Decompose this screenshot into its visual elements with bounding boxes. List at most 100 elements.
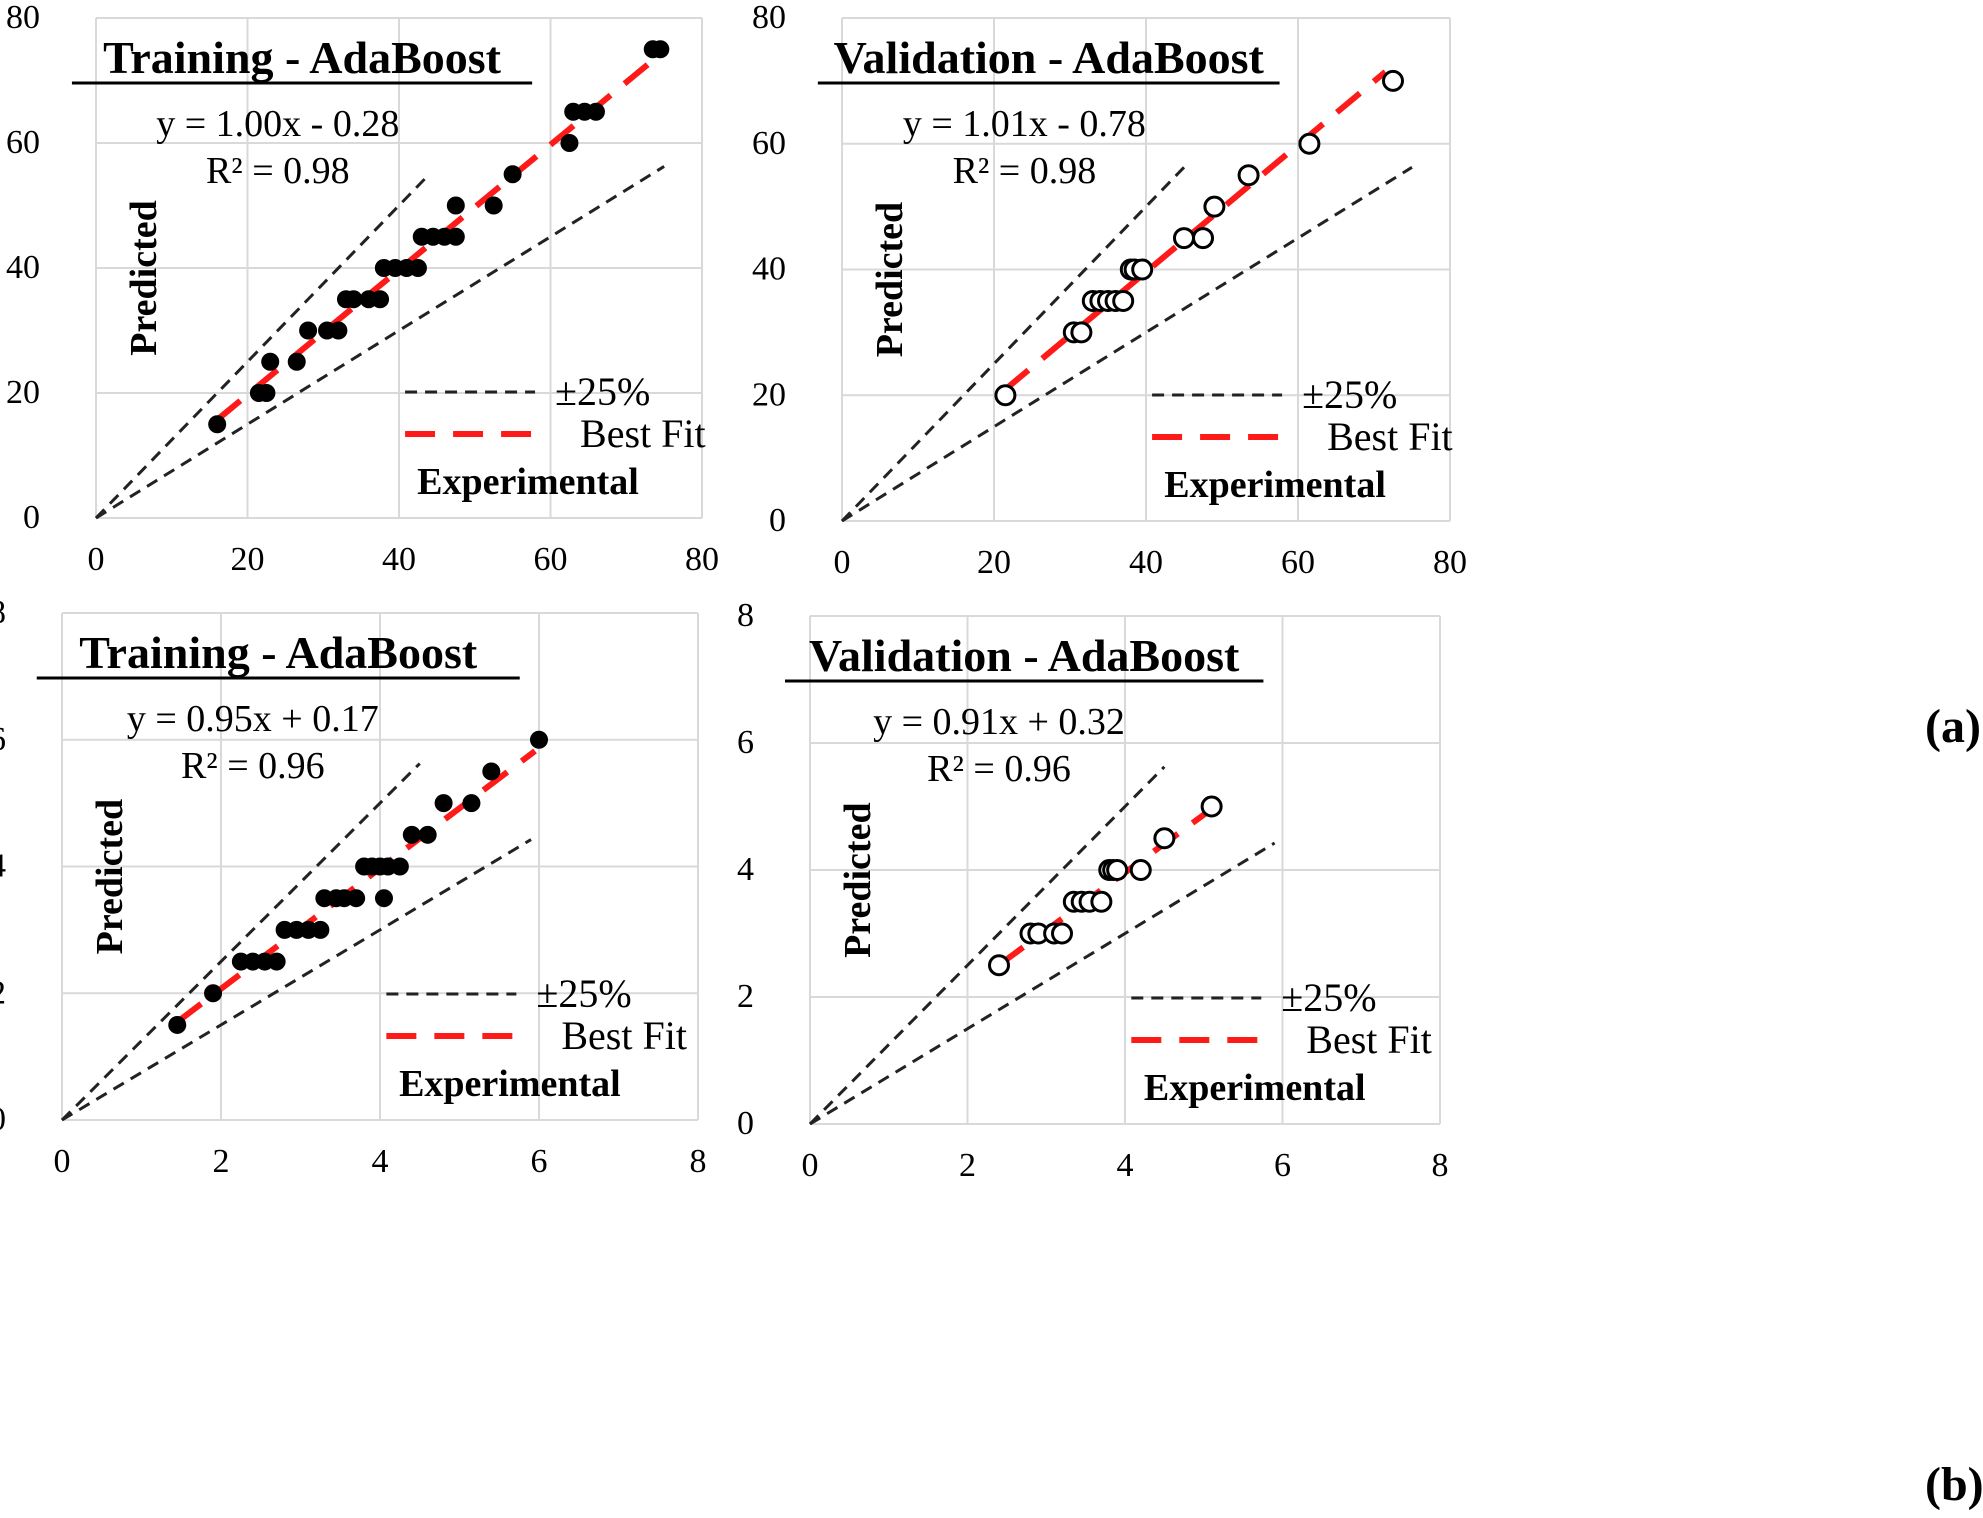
- fit-equation: y = 1.00x - 0.28: [156, 103, 399, 145]
- data-point: [988, 954, 1010, 977]
- x-tick-label: 0: [54, 1143, 71, 1180]
- r-squared: R² = 0.98: [953, 150, 1097, 192]
- data-point: [299, 321, 318, 340]
- fit-equation: y = 0.91x + 0.32: [873, 701, 1125, 743]
- y-tick-label: 60: [6, 124, 40, 161]
- x-tick-label: 2: [959, 1147, 976, 1184]
- x-axis-label: Experimental: [1144, 1067, 1366, 1109]
- x-tick-label: 4: [372, 1143, 389, 1180]
- x-tick-label: 80: [1433, 544, 1467, 581]
- data-point: [503, 165, 522, 184]
- data-point: [168, 1015, 187, 1034]
- data-point: [374, 889, 393, 908]
- data-point: [418, 825, 437, 844]
- chart-panel-1: 0 20 40 60 80 0 20 40 60 80 Training - AdaBoost y =…: [6, 0, 719, 578]
- data-point: [1237, 164, 1260, 187]
- y-tick-label: 20: [6, 374, 40, 411]
- lower-bound-line: [95, 165, 665, 520]
- x-tick-label: 4: [1117, 1147, 1134, 1184]
- chart-title: Validation - AdaBoost: [834, 32, 1265, 83]
- x-tick-label: 80: [685, 541, 719, 578]
- chart-title: Validation - AdaBoost: [809, 630, 1240, 681]
- data-point: [484, 196, 503, 215]
- data-point: [1106, 859, 1129, 881]
- fit-equation: y = 0.95x + 0.17: [127, 698, 379, 740]
- data-point: [261, 352, 280, 371]
- data-point: [434, 794, 453, 813]
- legend-fit-label: Best Fit: [1327, 414, 1453, 459]
- y-axis-label: Predicted: [123, 200, 165, 355]
- data-point: [1051, 922, 1073, 945]
- x-tick-label: 0: [88, 541, 105, 578]
- x-axis-label: Experimental: [399, 1063, 621, 1105]
- y-tick-label: 0: [737, 1105, 754, 1142]
- y-tick-label: 0: [0, 1101, 6, 1138]
- data-point: [347, 889, 366, 908]
- y-tick-label: 2: [0, 974, 6, 1011]
- data-point: [1070, 321, 1093, 344]
- data-point: [446, 227, 465, 246]
- y-tick-label: 80: [6, 0, 40, 36]
- data-point: [344, 290, 363, 309]
- y-axis-label: Predicted: [837, 802, 879, 957]
- data-point: [204, 984, 223, 1003]
- x-tick-label: 0: [802, 1147, 819, 1184]
- data-point: [1298, 132, 1321, 155]
- y-tick-label: 2: [737, 978, 754, 1015]
- data-point: [287, 352, 306, 371]
- lower-bound-line: [809, 841, 1276, 1126]
- r-squared: R² = 0.98: [206, 150, 350, 192]
- data-point: [1131, 258, 1154, 281]
- chart-title: Training - AdaBoost: [79, 627, 478, 678]
- data-point: [1090, 890, 1113, 913]
- x-tick-label: 6: [1274, 1147, 1291, 1184]
- data-point: [446, 196, 465, 215]
- data-point: [311, 920, 330, 939]
- best-fit-line: [175, 748, 537, 1025]
- data-point: [1203, 195, 1226, 218]
- chart-panel-2: 0 20 40 60 80 0 20 40 60 80 Validation - AdaBoost y…: [752, 0, 1467, 581]
- x-tick-label: 60: [534, 541, 568, 578]
- y-tick-label: 8: [737, 597, 754, 634]
- data-point: [1200, 795, 1223, 818]
- r-squared: R² = 0.96: [181, 745, 325, 787]
- x-tick-label: 8: [690, 1143, 707, 1180]
- x-tick-label: 20: [231, 541, 265, 578]
- data-point: [586, 102, 605, 121]
- chart-title: Training - AdaBoost: [103, 32, 502, 83]
- data-point: [651, 40, 670, 59]
- legend-bounds-label: ±25%: [555, 369, 650, 414]
- fit-equation: y = 1.01x - 0.78: [903, 103, 1146, 145]
- legend-fit-label: Best Fit: [580, 411, 706, 456]
- y-tick-label: 6: [0, 721, 6, 758]
- y-tick-label: 8: [0, 594, 6, 631]
- data-point: [408, 259, 427, 277]
- x-tick-label: 40: [382, 541, 416, 578]
- best-fit-line: [997, 806, 1214, 968]
- data-point: [1112, 289, 1135, 312]
- x-tick-label: 8: [1432, 1147, 1449, 1184]
- data-point: [1153, 827, 1176, 850]
- x-tick-label: 40: [1129, 544, 1163, 581]
- data-point: [257, 384, 276, 402]
- data-point: [1173, 227, 1195, 250]
- data-point: [994, 384, 1017, 407]
- x-tick-label: 6: [531, 1143, 548, 1180]
- data-point: [530, 730, 548, 749]
- data-point: [267, 952, 286, 971]
- legend-fit-label: Best Fit: [1306, 1017, 1432, 1062]
- x-tick-label: 20: [977, 544, 1011, 581]
- y-tick-label: 0: [769, 502, 786, 539]
- lower-bound-line: [61, 838, 532, 1122]
- chart-panel-4: 0 2 4 6 8 0 2 4 6 8 Validation - AdaBoost y = 0.91x…: [737, 597, 1449, 1184]
- r-squared: R² = 0.96: [927, 748, 1071, 790]
- y-axis-label: Predicted: [869, 202, 911, 357]
- x-axis-label: Experimental: [417, 461, 639, 503]
- panel-label-a: (a): [1925, 700, 1981, 753]
- chart-panel-3: 0 2 4 6 8 0 2 4 6 8 Training - AdaBoost y = 0.95x +…: [0, 594, 707, 1180]
- y-tick-label: 80: [752, 0, 786, 36]
- data-point: [371, 290, 390, 309]
- data-point: [390, 857, 409, 876]
- data-point: [402, 825, 421, 844]
- data-point: [482, 762, 501, 781]
